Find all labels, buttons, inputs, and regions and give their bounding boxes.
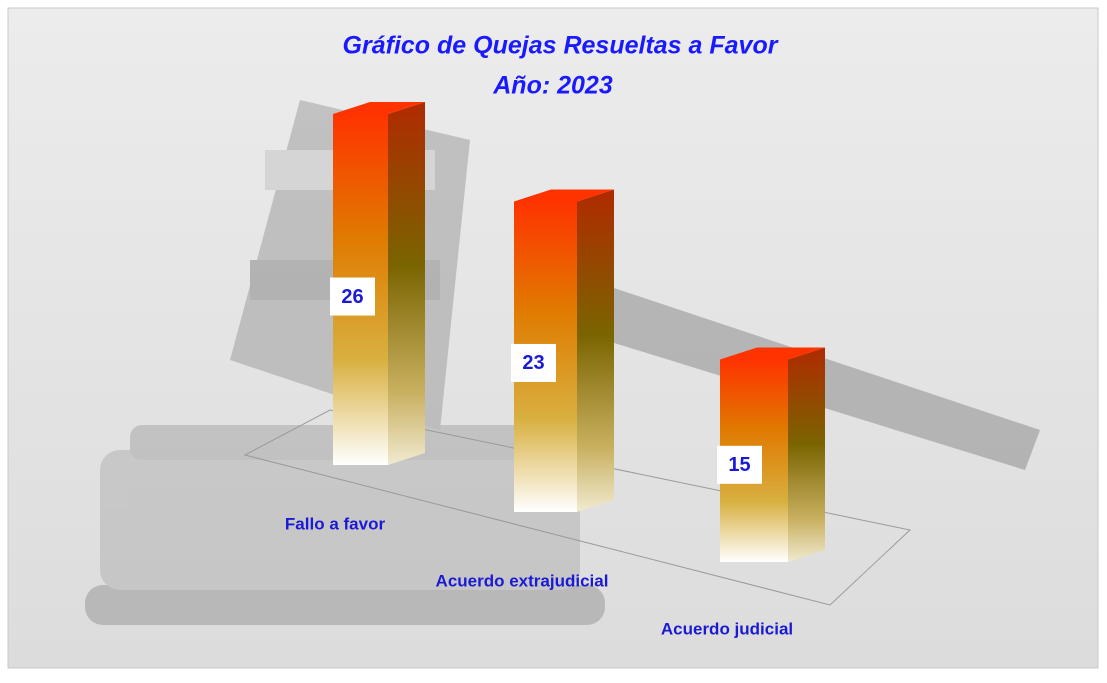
data-label: 23 xyxy=(522,352,544,374)
chart: Gráfico de Quejas Resueltas a Favor Año:… xyxy=(0,0,1107,683)
bar-side xyxy=(577,190,614,513)
data-label: 26 xyxy=(341,286,363,308)
category-label: Acuerdo judicial xyxy=(661,619,793,638)
data-label: 15 xyxy=(728,454,750,476)
chart-subtitle: Año: 2023 xyxy=(492,72,613,100)
bar-side xyxy=(788,348,825,563)
category-label: Acuerdo extrajudicial xyxy=(436,571,609,590)
chart-title: Gráfico de Quejas Resueltas a Favor xyxy=(343,32,779,60)
category-label: Fallo a favor xyxy=(285,514,386,533)
bar-side xyxy=(388,102,425,465)
